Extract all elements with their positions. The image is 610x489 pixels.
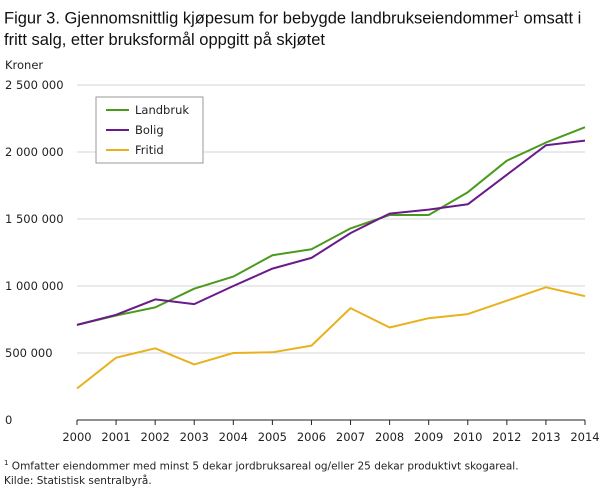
x-tick-label: 2003 xyxy=(180,430,209,444)
x-tick-label: 2001 xyxy=(101,430,130,444)
chart-title: Figur 3. Gjennomsnittlig kjøpesum for be… xyxy=(4,4,604,51)
axes: 0 500 000 1 000 000 1 500 000 2 000 000 2 500… xyxy=(5,78,600,444)
x-tick-label: 2004 xyxy=(219,430,248,444)
legend-label: Fritid xyxy=(135,143,164,157)
series-lines xyxy=(76,126,586,390)
x-tick-label: 2014 xyxy=(570,430,599,444)
y-axis-label: Kroner xyxy=(5,58,44,72)
footnote: 1 Omfatter eiendommer med minst 5 dekar … xyxy=(4,456,519,474)
footer: 1 Omfatter eiendommer med minst 5 dekar … xyxy=(4,456,519,488)
x-tick-label: 2000 xyxy=(62,430,91,444)
chart-title-main: Figur 3. Gjennomsnittlig kjøpesum for be… xyxy=(4,9,514,28)
x-tick-label: 2013 xyxy=(531,430,560,444)
x-tick-label: 2007 xyxy=(336,430,365,444)
footnote-marker: 1 xyxy=(513,9,519,19)
x-tick-label: 2002 xyxy=(141,430,170,444)
x-tick-label: 2009 xyxy=(414,430,443,444)
x-tick-label: 2012 xyxy=(492,430,521,444)
x-tick-label: 2010 xyxy=(453,430,482,444)
y-tick-label: 1 000 000 xyxy=(5,279,64,293)
y-tick-label: 1 500 000 xyxy=(5,212,64,226)
series-line-landbruk xyxy=(76,126,586,326)
legend-label: Landbruk xyxy=(135,103,189,117)
legend-label: Bolig xyxy=(135,123,164,137)
y-tick-label: 0 xyxy=(5,413,12,427)
series-line-bolig xyxy=(76,139,586,326)
footnote-text: Omfatter eiendommer med minst 5 dekar jo… xyxy=(8,460,519,473)
y-tick-label: 2 000 000 xyxy=(5,145,64,159)
source-text: Kilde: Statistisk sentralbyrå. xyxy=(4,474,152,487)
y-tick-label: 2 500 000 xyxy=(5,78,64,92)
legend: Landbruk Bolig Fritid xyxy=(95,96,204,164)
footnote-mark: 1 xyxy=(4,459,9,467)
x-tick-label: 2006 xyxy=(297,430,326,444)
series-line-fritid xyxy=(76,286,586,390)
x-tick-label: 2005 xyxy=(258,430,287,444)
x-tick-label: 2008 xyxy=(375,430,404,444)
y-tick-label: 500 000 xyxy=(5,346,53,360)
chart-title-rest: omsatt i fritt salg, etter bruksformål o… xyxy=(4,9,582,49)
